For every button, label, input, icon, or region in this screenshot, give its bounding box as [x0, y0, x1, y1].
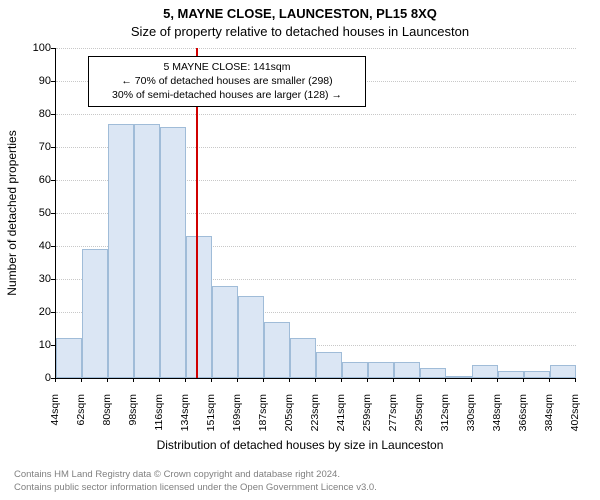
y-tick-label: 30: [21, 273, 51, 285]
y-tick-label: 20: [21, 306, 51, 318]
y-tick-mark: [51, 81, 55, 82]
x-tick-mark: [55, 378, 56, 382]
chart-title-address: 5, MAYNE CLOSE, LAUNCESTON, PL15 8XQ: [0, 6, 600, 21]
y-tick-mark: [51, 246, 55, 247]
annotation-line3: 30% of semi-detached houses are larger (…: [96, 88, 358, 102]
x-tick-label: 259sqm: [361, 394, 373, 454]
x-tick-label: 187sqm: [257, 394, 269, 454]
histogram-bar: [550, 365, 576, 378]
y-tick-mark: [51, 279, 55, 280]
x-tick-mark: [185, 378, 186, 382]
histogram-bar: [160, 127, 186, 378]
x-tick-mark: [445, 378, 446, 382]
x-tick-label: 384sqm: [543, 394, 555, 454]
footer-attribution: Contains HM Land Registry data © Crown c…: [14, 469, 377, 494]
y-tick-mark: [51, 48, 55, 49]
histogram-bar: [472, 365, 498, 378]
y-tick-mark: [51, 213, 55, 214]
y-tick-label: 40: [21, 240, 51, 252]
histogram-bar: [134, 124, 160, 378]
histogram-bar: [290, 338, 316, 378]
chart-container: 5, MAYNE CLOSE, LAUNCESTON, PL15 8XQ Siz…: [0, 0, 600, 500]
histogram-bar: [82, 249, 108, 378]
x-tick-mark: [263, 378, 264, 382]
x-tick-mark: [367, 378, 368, 382]
x-tick-label: 151sqm: [205, 394, 217, 454]
x-tick-label: 62sqm: [75, 394, 87, 454]
x-tick-label: 98sqm: [127, 394, 139, 454]
histogram-bar: [186, 236, 212, 378]
x-tick-label: 80sqm: [101, 394, 113, 454]
footer-line2: Contains public sector information licen…: [14, 482, 377, 494]
y-tick-label: 60: [21, 174, 51, 186]
y-tick-mark: [51, 147, 55, 148]
x-tick-label: 116sqm: [153, 394, 165, 454]
x-tick-label: 402sqm: [569, 394, 581, 454]
histogram-bar: [394, 362, 420, 379]
histogram-bar: [498, 371, 524, 378]
y-tick-mark: [51, 180, 55, 181]
x-tick-label: 169sqm: [231, 394, 243, 454]
x-tick-label: 277sqm: [387, 394, 399, 454]
gridline: [56, 114, 576, 115]
y-tick-mark: [51, 345, 55, 346]
histogram-bar: [420, 368, 446, 378]
x-tick-mark: [237, 378, 238, 382]
histogram-bar: [238, 296, 264, 379]
y-tick-label: 0: [21, 372, 51, 384]
x-tick-mark: [107, 378, 108, 382]
x-tick-mark: [81, 378, 82, 382]
x-tick-mark: [419, 378, 420, 382]
histogram-bar: [264, 322, 290, 378]
y-tick-label: 90: [21, 75, 51, 87]
y-tick-label: 100: [21, 42, 51, 54]
x-tick-mark: [159, 378, 160, 382]
chart-title-desc: Size of property relative to detached ho…: [0, 24, 600, 39]
y-tick-label: 10: [21, 339, 51, 351]
histogram-bar: [342, 362, 368, 379]
histogram-bar: [316, 352, 342, 378]
x-tick-mark: [341, 378, 342, 382]
x-tick-label: 348sqm: [491, 394, 503, 454]
histogram-bar: [56, 338, 82, 378]
y-tick-mark: [51, 312, 55, 313]
x-tick-mark: [575, 378, 576, 382]
y-tick-label: 80: [21, 108, 51, 120]
x-tick-label: 295sqm: [413, 394, 425, 454]
x-tick-label: 330sqm: [465, 394, 477, 454]
annotation-box: 5 MAYNE CLOSE: 141sqm← 70% of detached h…: [88, 56, 366, 107]
x-tick-label: 223sqm: [309, 394, 321, 454]
x-tick-mark: [549, 378, 550, 382]
histogram-bar: [368, 362, 394, 379]
x-tick-mark: [133, 378, 134, 382]
histogram-bar: [446, 376, 472, 378]
x-tick-mark: [393, 378, 394, 382]
x-tick-mark: [289, 378, 290, 382]
x-axis-label: Distribution of detached houses by size …: [0, 438, 600, 452]
histogram-bar: [108, 124, 134, 378]
y-tick-label: 70: [21, 141, 51, 153]
histogram-bar: [524, 371, 550, 378]
x-tick-label: 44sqm: [49, 394, 61, 454]
x-tick-label: 241sqm: [335, 394, 347, 454]
y-axis-label: Number of detached properties: [5, 130, 19, 295]
gridline: [56, 48, 576, 49]
x-tick-label: 312sqm: [439, 394, 451, 454]
x-tick-label: 205sqm: [283, 394, 295, 454]
x-tick-mark: [315, 378, 316, 382]
x-tick-label: 134sqm: [179, 394, 191, 454]
annotation-line2: ← 70% of detached houses are smaller (29…: [96, 74, 358, 88]
y-tick-mark: [51, 114, 55, 115]
histogram-bar: [212, 286, 238, 378]
x-tick-mark: [471, 378, 472, 382]
x-tick-mark: [497, 378, 498, 382]
annotation-line1: 5 MAYNE CLOSE: 141sqm: [96, 60, 358, 74]
x-tick-mark: [523, 378, 524, 382]
footer-line1: Contains HM Land Registry data © Crown c…: [14, 469, 377, 481]
y-tick-label: 50: [21, 207, 51, 219]
x-tick-mark: [211, 378, 212, 382]
x-tick-label: 366sqm: [517, 394, 529, 454]
